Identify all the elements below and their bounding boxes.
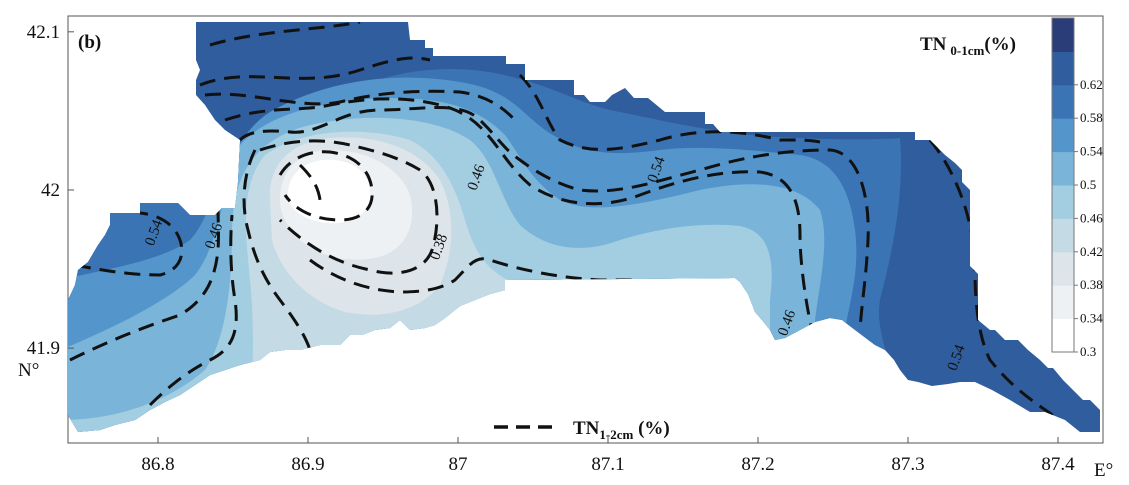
colorbar-label: 0.5 (1080, 177, 1096, 192)
colorbar: 0.3 0.34 0.38 0.42 0.46 0.5 0.54 0.58 0.62 (1051, 17, 1103, 359)
y-tick-label: 42 (41, 180, 60, 201)
plot-frame (67, 15, 1104, 444)
colorbar-swatch (1052, 18, 1074, 52)
colorbar-swatch (1052, 84, 1074, 119)
x-tick-label: 86.9 (291, 454, 324, 475)
colorbar-title-main: TN (920, 34, 947, 55)
colorbar-swatch (1052, 185, 1074, 219)
x-tick-label: 86.8 (141, 454, 174, 475)
colorbar-swatch (1052, 118, 1074, 153)
colorbar-label: 0.34 (1080, 311, 1103, 326)
x-tick-label: 87.2 (741, 454, 774, 475)
dashed-contour-line (199, 56, 431, 87)
colorbar-swatch (1052, 318, 1074, 353)
colorbar-swatch (1052, 285, 1074, 320)
legend-label-sub: 1-2cm (599, 427, 633, 442)
dashed-contour-line (518, 73, 821, 151)
dashed-contour-line (148, 214, 238, 407)
dashed-contour-line (69, 184, 222, 362)
colorbar-label: 0.54 (1080, 144, 1103, 159)
y-tick-label: 42.1 (27, 22, 60, 43)
colorbar-label: 0.58 (1080, 110, 1103, 125)
legend-label-unit: (%) (633, 418, 669, 439)
dashed-contour-line (928, 139, 1061, 422)
colorbar-label: 0.46 (1080, 210, 1103, 225)
dashed-contour-line (238, 106, 870, 331)
colorbar-swatch (1052, 218, 1074, 253)
colorbar-swatch (1052, 51, 1074, 86)
line-legend: TN1-2cm (%) (494, 418, 670, 442)
colorbar-title: TN 0-1cm(%) (920, 34, 1016, 58)
x-tick-label: 87 (449, 454, 468, 475)
dashed-contour-line (242, 149, 312, 351)
y-axis-unit-label: N° (18, 360, 39, 381)
dashed-contour-line (209, 22, 361, 47)
colorbar-label: 0.42 (1080, 244, 1103, 259)
panel-label: (b) (78, 32, 101, 53)
legend-label-main: TN (573, 418, 600, 439)
band-0.30-core (288, 159, 371, 224)
y-tick-label: 41.9 (27, 338, 60, 359)
dashed-contour-line (224, 97, 814, 331)
x-tick-label: 87.1 (591, 454, 624, 475)
colorbar-swatch (1052, 251, 1074, 286)
x-axis-ticks: 86.8 86.9 87 87.1 87.2 87.3 87.4 (141, 437, 1075, 475)
dashed-contour-line (74, 211, 184, 277)
x-tick-label: 87.3 (891, 454, 924, 475)
x-tick-label: 87.4 (1041, 454, 1075, 475)
colorbar-label: 0.3 (1080, 344, 1096, 359)
colorbar-title-sub: 0-1cm (950, 43, 984, 58)
y-axis-ticks: 41.9 42 42.1 (27, 22, 74, 359)
colorbar-label: 0.38 (1080, 277, 1103, 292)
dashed-contour-line (204, 89, 517, 122)
colorbar-label: 0.62 (1080, 77, 1103, 92)
legend-label: TN1-2cm (%) (573, 418, 670, 442)
x-axis-unit-label: E° (1094, 460, 1113, 481)
dashed-contour-line (298, 163, 322, 201)
colorbar-swatch (1052, 151, 1074, 186)
dashed-contour-line (259, 139, 439, 275)
colorbar-title-unit: (%) (984, 34, 1016, 55)
